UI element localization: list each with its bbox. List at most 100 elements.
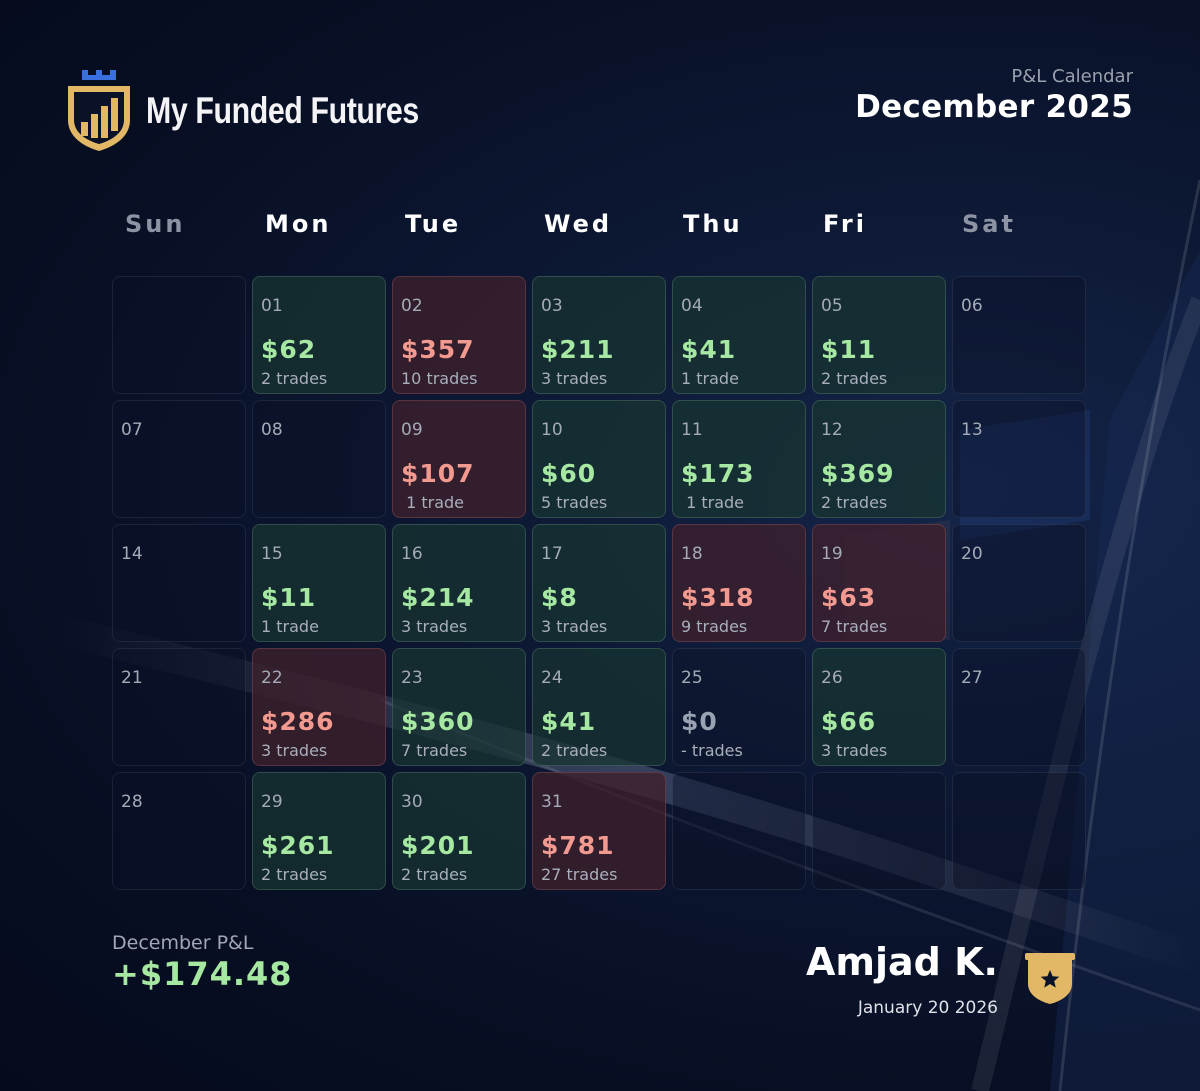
day-trade-count: 1 trade (681, 493, 745, 512)
day-number: 22 (261, 668, 283, 688)
day-cell-05: 05 $11 2 trades (812, 276, 946, 394)
month-pnl-value: +$174.48 (112, 955, 293, 993)
day-cell-21: 21 (112, 648, 246, 766)
day-trade-count: 7 trades (401, 741, 468, 760)
day-number: 10 (541, 420, 563, 440)
day-trade-count: 10 trades (401, 369, 478, 388)
day-number: 09 (401, 420, 423, 440)
day-trade-count: 2 trades (821, 493, 888, 512)
day-trade-count: 7 trades (821, 617, 888, 636)
day-number: 16 (401, 544, 423, 564)
weekday-sun: Sun (125, 210, 186, 238)
day-cell-14: 14 (112, 524, 246, 642)
day-trade-count: 1 trade (261, 617, 319, 636)
day-cell-03: 03 $211 3 trades (532, 276, 666, 394)
day-trade-count: 3 trades (541, 369, 608, 388)
day-cell-20: 20 (952, 524, 1086, 642)
day-cell-22: 22 $286 3 trades (252, 648, 386, 766)
month-pnl-label: December P&L (112, 932, 254, 954)
day-pnl-amount: $214 (401, 583, 475, 612)
star-shield-icon (1025, 953, 1075, 1004)
day-trade-count: 5 trades (541, 493, 608, 512)
day-cell-30: 30 $201 2 trades (392, 772, 526, 890)
day-number: 05 (821, 296, 843, 316)
weekday-sat: Sat (962, 210, 1016, 238)
weekday-tue: Tue (405, 210, 462, 238)
day-pnl-amount: $63 (821, 583, 877, 612)
day-cell-blank-w5-thu (672, 772, 806, 890)
day-number: 21 (121, 668, 143, 688)
day-trade-count: 27 trades (541, 865, 618, 884)
day-number: 30 (401, 792, 423, 812)
day-number: 24 (541, 668, 563, 688)
day-number: 04 (681, 296, 703, 316)
day-number: 20 (961, 544, 983, 564)
day-cell-26: 26 $66 3 trades (812, 648, 946, 766)
day-cell-08: 08 (252, 400, 386, 518)
day-cell-23: 23 $360 7 trades (392, 648, 526, 766)
day-cell-12: 12 $369 2 trades (812, 400, 946, 518)
day-cell-09: 09 $107 1 trade (392, 400, 526, 518)
day-trade-count: 3 trades (821, 741, 888, 760)
day-pnl-amount: $11 (261, 583, 317, 612)
weekday-thu: Thu (683, 210, 743, 238)
day-cell-13: 13 (952, 400, 1086, 518)
day-cell-31: 31 $781 27 trades (532, 772, 666, 890)
day-cell-10: 10 $60 5 trades (532, 400, 666, 518)
day-number: 08 (261, 420, 283, 440)
day-cell-24: 24 $41 2 trades (532, 648, 666, 766)
day-pnl-amount: $360 (401, 707, 475, 736)
day-pnl-amount: $11 (821, 335, 877, 364)
day-cell-11: 11 $173 1 trade (672, 400, 806, 518)
day-trade-count: - trades (681, 741, 743, 760)
day-number: 25 (681, 668, 703, 688)
day-cell-06: 06 (952, 276, 1086, 394)
calendar-subtitle: P&L Calendar (1011, 66, 1133, 87)
day-cell-02: 02 $357 10 trades (392, 276, 526, 394)
day-number: 06 (961, 296, 983, 316)
day-cell-04: 04 $41 1 trade (672, 276, 806, 394)
day-pnl-amount: $8 (541, 583, 578, 612)
weekday-mon: Mon (265, 210, 332, 238)
day-pnl-amount: $201 (401, 831, 475, 860)
day-number: 02 (401, 296, 423, 316)
day-cell-01: 01 $62 2 trades (252, 276, 386, 394)
day-cell-07: 07 (112, 400, 246, 518)
day-number: 18 (681, 544, 703, 564)
day-cell-18: 18 $318 9 trades (672, 524, 806, 642)
day-trade-count: 1 trade (401, 493, 465, 512)
day-number: 12 (821, 420, 843, 440)
day-number: 17 (541, 544, 563, 564)
day-cell-17: 17 $8 3 trades (532, 524, 666, 642)
day-cell-19: 19 $63 7 trades (812, 524, 946, 642)
day-trade-count: 1 trade (681, 369, 739, 388)
day-number: 31 (541, 792, 563, 812)
day-pnl-amount: $286 (261, 707, 335, 736)
day-pnl-amount: $41 (541, 707, 597, 736)
day-number: 15 (261, 544, 283, 564)
day-cell-28: 28 (112, 772, 246, 890)
brand-name: My Funded Futures (146, 90, 419, 131)
day-pnl-amount: $261 (261, 831, 335, 860)
day-number: 29 (261, 792, 283, 812)
day-trade-count: 2 trades (261, 369, 328, 388)
day-number: 26 (821, 668, 843, 688)
calendar-month-title: December 2025 (855, 89, 1133, 125)
day-number: 14 (121, 544, 143, 564)
day-pnl-amount: $107 (401, 459, 475, 488)
day-trade-count: 2 trades (541, 741, 608, 760)
day-trade-count: 9 trades (681, 617, 748, 636)
day-pnl-amount: $62 (261, 335, 317, 364)
day-cell-29: 29 $261 2 trades (252, 772, 386, 890)
shield-bar-chart-icon (68, 70, 130, 151)
day-trade-count: 2 trades (261, 865, 328, 884)
day-number: 27 (961, 668, 983, 688)
day-pnl-amount: $173 (681, 459, 755, 488)
day-pnl-amount: $318 (681, 583, 755, 612)
day-number: 01 (261, 296, 283, 316)
day-number: 13 (961, 420, 983, 440)
day-pnl-amount: $211 (541, 335, 615, 364)
share-date: January 20 2026 (857, 998, 998, 1018)
user-name: Amjad K. (806, 940, 998, 984)
day-pnl-amount: $66 (821, 707, 877, 736)
